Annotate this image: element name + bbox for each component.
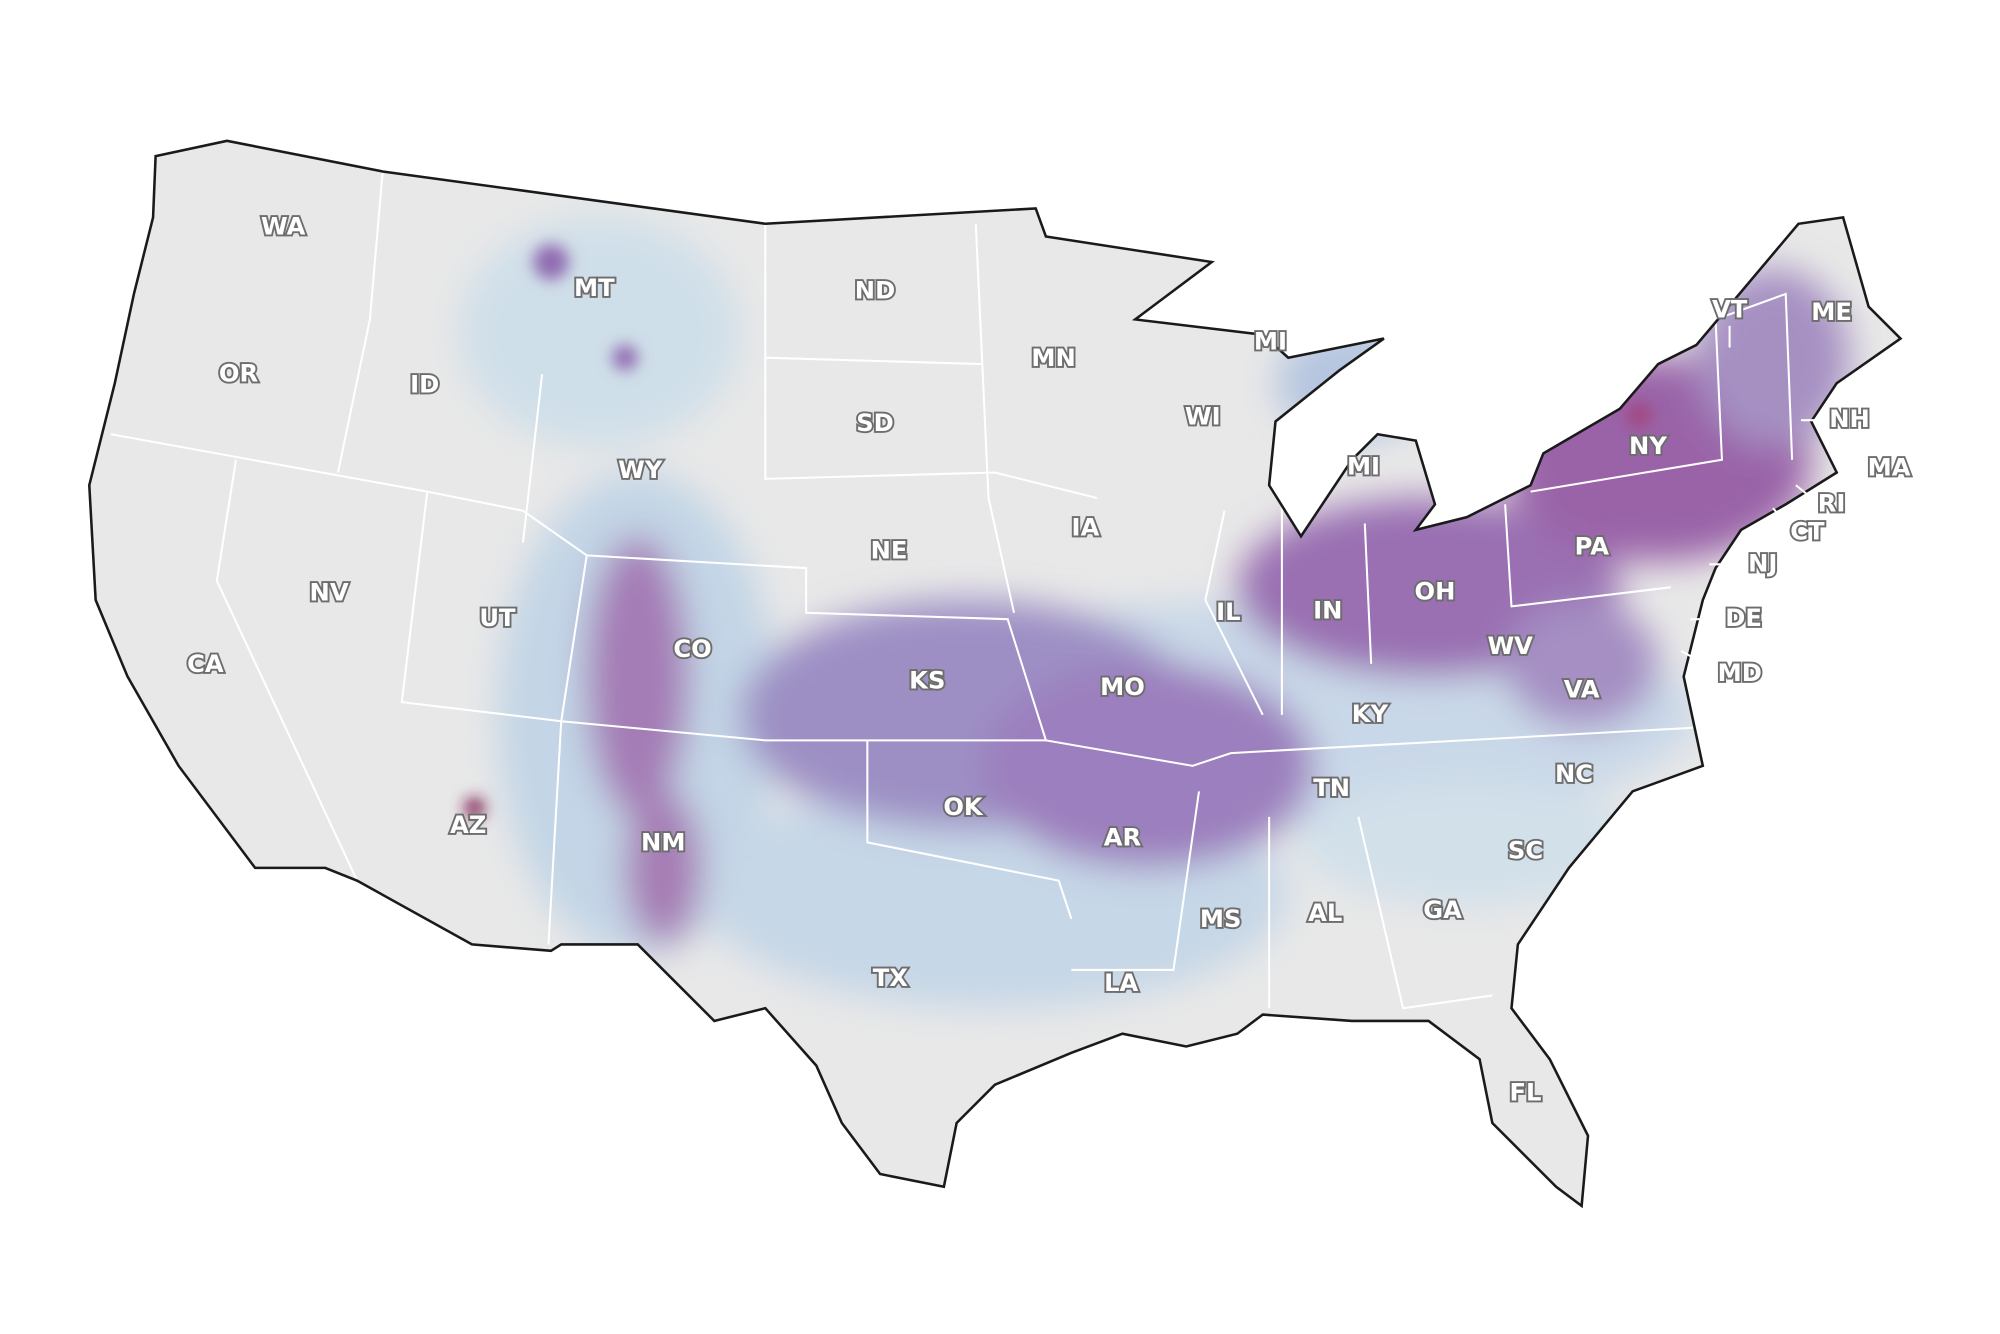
state-label: MN [1031,344,1075,372]
state-label: CA [187,650,224,678]
state-label: SD [856,409,894,437]
state-label: MS [1200,905,1242,933]
state-label: NC [1555,760,1593,788]
state-label: IN [1313,597,1342,625]
state-label: OH [1415,577,1456,605]
state-label: OR [219,359,259,387]
state-label: AR [1104,824,1142,852]
state-label: CT [1790,517,1825,545]
state-borders [110,171,1794,1010]
state-label: IL [1216,598,1240,626]
state-label: RI [1818,489,1846,517]
state-label: DE [1725,604,1762,632]
leader-lines [1680,325,1865,670]
state-label: MO [1100,673,1145,701]
snow-peaks [464,244,1652,819]
state-label: TX [873,964,909,992]
state-label: KS [909,667,945,695]
state-label: WA [261,213,306,241]
state-label: ID [410,371,439,399]
state-label: NY [1629,432,1667,460]
state-label: AL [1308,899,1342,927]
state-label: WV [1487,632,1533,660]
state-label: NM [641,829,685,857]
state-labels: WA OR CA NV ID MT WY UT AZ CO NM ND SD NE KS OK TX MN IA MO… [185,211,1912,1109]
state-label: GA [1423,896,1462,924]
state-label: AZ [450,811,486,839]
state-label: TN [1313,774,1350,802]
state-label: FL [1510,1079,1542,1107]
state-label: NH [1829,405,1870,433]
state-label: OK [943,793,984,821]
state-label: ME [1811,298,1852,326]
state-label: NJ [1748,549,1777,577]
state-label: VA [1564,676,1600,704]
state-label: NE [871,537,908,565]
state-label: MI [1347,452,1380,480]
state-label: CO [673,635,711,663]
state-label: MT [574,274,615,302]
snow-shading [459,217,1850,1009]
state-label: LA [1104,969,1138,997]
state-label: WY [618,456,663,484]
state-label: WI [1185,403,1221,431]
state-label: UT [479,604,516,632]
state-label: IA [1072,514,1100,542]
state-label: PA [1575,533,1610,561]
state-label: MD [1718,659,1762,687]
state-label: MI [1254,327,1287,355]
state-label: NV [310,579,349,607]
state-label: MA [1868,454,1911,482]
state-label: KY [1352,700,1389,728]
state-label: SC [1508,836,1543,864]
state-label: VT [1712,295,1748,323]
state-label: ND [855,276,895,304]
